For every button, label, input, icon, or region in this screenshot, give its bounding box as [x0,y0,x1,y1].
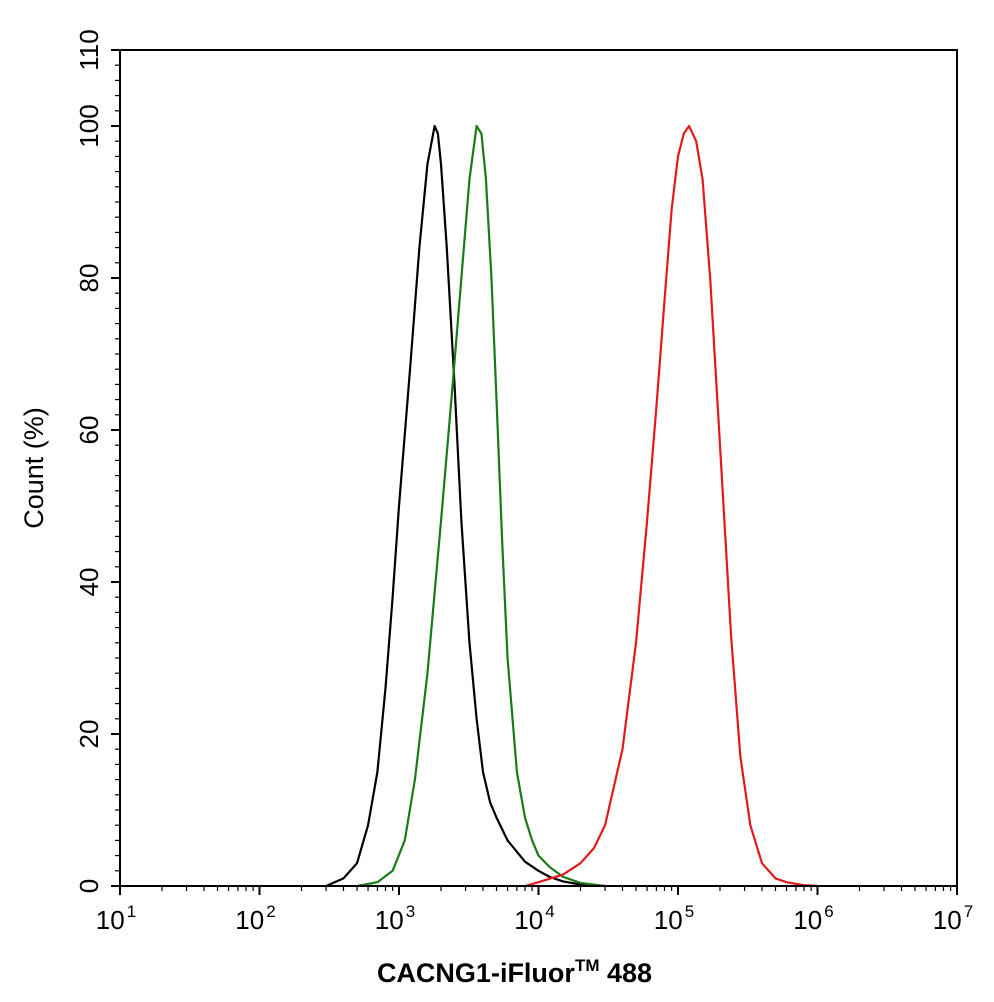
x-axis-label-sup: TM [575,956,600,975]
y-tick-label: 80 [74,264,104,293]
x-tick-label: 10 5 [654,902,694,935]
y-tick-label: 20 [74,720,104,749]
y-tick-label: 40 [74,568,104,597]
x-tick-label: 10 2 [235,902,275,935]
x-tick-base: 10 [375,905,404,935]
y-tick-label: 100 [74,104,104,147]
y-tick-label: 110 [74,29,104,70]
x-tick-exponent: 6 [824,902,833,921]
x-tick-exponent: 1 [127,902,136,921]
x-tick-exponent: 2 [266,902,275,921]
x-tick-base: 10 [514,905,543,935]
x-tick-label: 10 3 [375,902,415,935]
y-tick-label: 60 [74,416,104,445]
x-axis-label-main: CACNG1-iFluor [377,958,575,988]
series-layer [325,124,818,888]
x-axis-label: CACNG1-iFluorTM 488 [377,956,652,988]
series-line-3 [524,124,818,888]
x-tick-base: 10 [654,905,683,935]
x-axis-label-suffix: 488 [599,958,652,988]
plot-frame [119,49,958,887]
x-tick-base: 10 [933,905,962,935]
x-tick-exponent: 3 [406,902,415,921]
x-tick-exponent: 7 [964,902,973,921]
x-tick-base: 10 [793,905,822,935]
x-tick-label: 10 1 [96,902,136,935]
x-tick-exponent: 4 [545,902,554,921]
y-axis-label: Count (%) [19,407,49,529]
x-tick-exponent: 5 [685,902,694,921]
y-tick-label: 0 [74,879,104,893]
series-line-1 [325,124,606,888]
x-tick-label: 10 4 [514,902,554,935]
x-tick-base: 10 [235,905,264,935]
x-tick-base: 10 [96,905,125,935]
x-tick-label: 10 6 [793,902,833,935]
x-tick-label: 10 7 [933,902,973,935]
series-line-2 [356,124,606,888]
